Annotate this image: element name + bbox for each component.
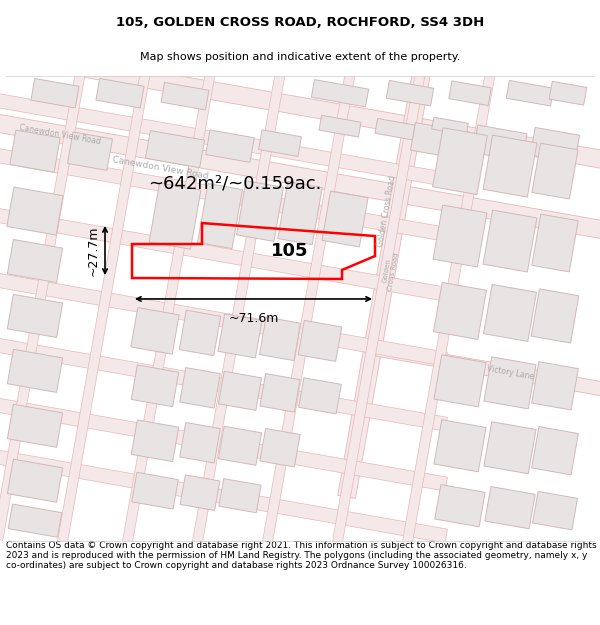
Bar	[0, 331, 448, 431]
Bar	[485, 486, 535, 529]
Bar	[180, 368, 220, 408]
Bar	[299, 378, 341, 414]
Bar	[7, 459, 62, 503]
Bar	[197, 184, 242, 249]
Bar	[433, 205, 487, 267]
Bar	[434, 355, 486, 407]
Bar	[131, 420, 179, 462]
Bar	[386, 81, 434, 106]
Bar	[533, 491, 577, 530]
Bar	[0, 391, 448, 491]
Bar	[0, 54, 88, 548]
Bar	[149, 183, 201, 249]
Bar	[449, 81, 491, 106]
Bar	[532, 214, 578, 272]
Bar	[0, 266, 448, 366]
Bar	[319, 116, 361, 137]
Text: Golden
Cross Road: Golden Cross Road	[380, 251, 400, 291]
Bar	[332, 54, 428, 548]
Bar	[7, 294, 62, 338]
Bar	[191, 54, 289, 548]
Bar	[473, 125, 527, 161]
Bar	[7, 349, 62, 392]
Bar	[68, 132, 112, 171]
Bar	[218, 426, 262, 465]
Bar	[298, 321, 342, 361]
Bar	[260, 374, 300, 412]
Bar	[96, 79, 144, 108]
Bar	[7, 239, 62, 282]
Bar	[145, 131, 205, 168]
Bar	[434, 282, 487, 339]
Text: Canewdon View Road: Canewdon View Road	[111, 155, 209, 181]
Bar	[259, 317, 301, 361]
Text: Golden Cross Road: Golden Cross Road	[376, 175, 398, 248]
Bar	[338, 4, 442, 499]
Bar	[0, 86, 448, 186]
Text: Canewdon View Road: Canewdon View Road	[19, 124, 101, 147]
Bar	[278, 181, 322, 244]
Text: 105: 105	[271, 242, 309, 260]
Bar	[433, 127, 487, 194]
Bar	[0, 102, 600, 241]
Bar	[549, 81, 587, 105]
Bar	[10, 130, 60, 173]
Bar	[532, 427, 578, 475]
Bar	[0, 39, 600, 187]
Bar	[484, 357, 536, 409]
Bar	[180, 475, 220, 511]
Bar	[375, 119, 415, 140]
Text: Victory Lane: Victory Lane	[485, 364, 535, 381]
Bar	[322, 191, 368, 247]
Bar	[484, 422, 536, 474]
Bar	[206, 130, 254, 162]
Bar	[376, 342, 600, 399]
Bar	[132, 472, 178, 509]
Bar	[56, 54, 154, 548]
Bar	[259, 130, 301, 156]
Bar	[218, 314, 262, 358]
Bar	[122, 54, 218, 548]
Bar	[435, 484, 485, 527]
Text: 105, GOLDEN CROSS ROAD, ROCHFORD, SS4 3DH: 105, GOLDEN CROSS ROAD, ROCHFORD, SS4 3D…	[116, 16, 484, 29]
Bar	[531, 289, 579, 343]
Bar	[410, 122, 470, 160]
Bar	[8, 504, 62, 538]
Text: ~27.7m: ~27.7m	[87, 225, 100, 276]
Bar	[219, 479, 261, 512]
Bar	[7, 404, 62, 448]
Bar	[311, 79, 368, 107]
Bar	[236, 181, 283, 241]
Bar	[434, 420, 486, 472]
Bar	[532, 143, 578, 199]
Bar	[7, 187, 63, 235]
Bar	[532, 362, 578, 410]
Bar	[161, 82, 209, 110]
Bar	[483, 135, 537, 197]
Bar	[131, 308, 179, 354]
Bar	[180, 422, 220, 463]
Bar	[131, 365, 179, 407]
Bar	[484, 284, 536, 341]
Bar	[0, 442, 448, 543]
Text: ~642m²/~0.159ac.: ~642m²/~0.159ac.	[148, 174, 322, 192]
Bar	[506, 81, 554, 106]
Bar	[401, 54, 499, 548]
Bar	[179, 310, 221, 356]
Text: Map shows position and indicative extent of the property.: Map shows position and indicative extent…	[140, 52, 460, 62]
Bar	[260, 429, 300, 467]
Text: ~71.6m: ~71.6m	[229, 312, 278, 325]
Bar	[262, 54, 358, 548]
Bar	[218, 371, 262, 411]
Bar	[483, 210, 537, 272]
Bar	[0, 201, 448, 301]
Bar	[530, 127, 580, 163]
Bar	[0, 141, 448, 241]
Bar	[31, 79, 79, 108]
Bar	[432, 118, 468, 135]
Text: Contains OS data © Crown copyright and database right 2021. This information is : Contains OS data © Crown copyright and d…	[6, 541, 596, 571]
